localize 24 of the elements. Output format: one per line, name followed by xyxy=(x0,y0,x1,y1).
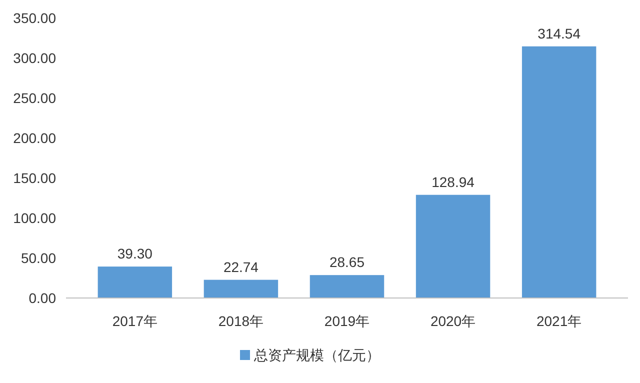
data-label: 39.30 xyxy=(117,246,153,262)
y-tick-label: 300.00 xyxy=(13,50,56,66)
y-tick-label: 200.00 xyxy=(13,130,56,146)
data-label: 22.74 xyxy=(223,258,259,275)
y-tick-label: 150.00 xyxy=(13,170,56,186)
data-label: 314.54 xyxy=(538,25,581,42)
x-tick-label: 2017年 xyxy=(112,313,158,329)
data-label: 28.65 xyxy=(329,254,365,270)
bar xyxy=(522,46,596,298)
x-tick-label: 2018年 xyxy=(218,313,264,329)
bar xyxy=(98,266,172,298)
y-tick-label: 0.00 xyxy=(28,290,56,306)
x-tick-label: 2021年 xyxy=(536,313,582,329)
legend-label: 总资产规模（亿元） xyxy=(253,346,380,363)
x-tick-label: 2019年 xyxy=(324,313,370,329)
bar xyxy=(204,280,278,298)
data-label: 128.94 xyxy=(432,174,475,190)
y-tick-label: 350.00 xyxy=(13,10,56,26)
x-tick-label: 2020年 xyxy=(430,313,476,329)
y-tick-label: 50.00 xyxy=(20,250,56,266)
y-tick-label: 100.00 xyxy=(13,210,56,226)
bar xyxy=(416,194,490,298)
y-tick-label: 250.00 xyxy=(13,90,56,106)
bar xyxy=(310,275,384,298)
